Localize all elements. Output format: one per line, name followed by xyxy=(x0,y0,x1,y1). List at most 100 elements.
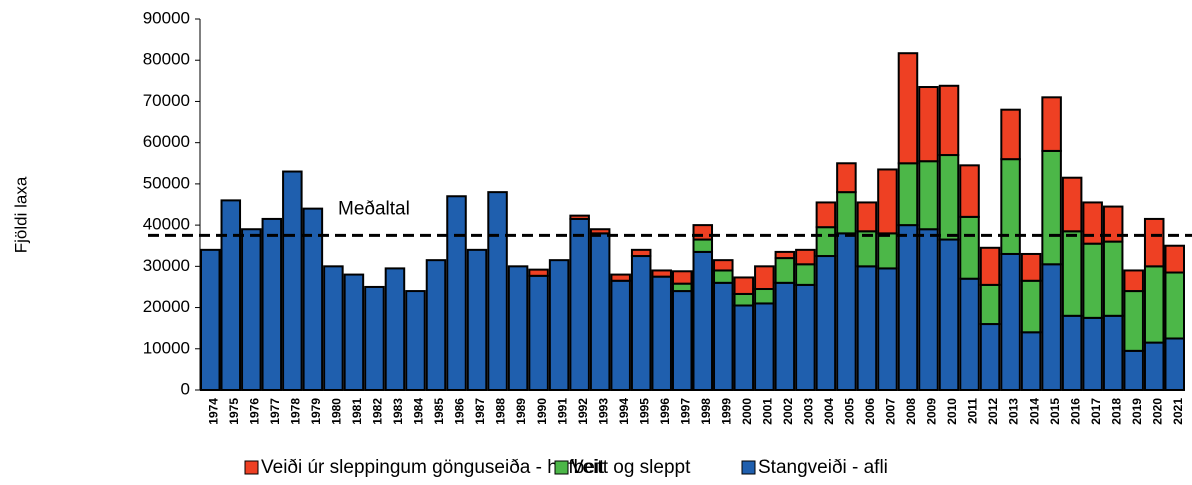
bar-segment xyxy=(918,228,939,391)
bar-segment xyxy=(1020,279,1042,334)
x-tick-label: 2006 xyxy=(863,398,877,425)
x-tick-label: 1996 xyxy=(658,398,672,425)
bar-segment xyxy=(959,215,980,280)
x-tick-label: 1991 xyxy=(555,398,569,425)
y-tick-label: 0 xyxy=(181,379,190,398)
y-tick-label: 20000 xyxy=(143,297,190,316)
x-tick-label: 1980 xyxy=(330,398,344,425)
bar-segment xyxy=(856,265,878,392)
bar-segment xyxy=(713,259,734,272)
y-tick-label: 10000 xyxy=(143,338,190,357)
bar-segment xyxy=(343,273,365,392)
x-tick-label: 1977 xyxy=(268,398,282,425)
x-tick-label: 2020 xyxy=(1150,398,1164,425)
legend-swatch xyxy=(741,460,756,475)
bar-segment xyxy=(959,164,980,218)
bar-segment xyxy=(1164,271,1185,340)
x-tick-label: 1987 xyxy=(473,398,487,425)
x-tick-label: 2014 xyxy=(1027,398,1041,425)
bar-segment xyxy=(1061,314,1083,391)
bar-segment xyxy=(1143,265,1165,344)
x-tick-label: 1989 xyxy=(514,398,528,425)
bar-segment xyxy=(979,283,1001,326)
bar-segment xyxy=(364,285,385,392)
bar-segment xyxy=(1041,96,1062,152)
bar-segment xyxy=(1082,316,1103,391)
x-tick-label: 2012 xyxy=(986,398,1000,425)
bar-segment xyxy=(815,226,837,258)
bar-segment xyxy=(897,52,919,165)
bar-segment xyxy=(856,201,878,233)
bar-segment xyxy=(938,84,960,157)
x-tick-label: 2017 xyxy=(1089,398,1103,425)
x-tick-label: 2000 xyxy=(740,398,754,425)
x-tick-label: 2004 xyxy=(822,398,836,425)
bar-segment xyxy=(979,246,1001,286)
bar-segment xyxy=(507,265,529,392)
x-tick-label: 2007 xyxy=(884,398,898,425)
bar-segment xyxy=(1000,108,1021,161)
y-tick-label: 50000 xyxy=(143,173,190,192)
x-tick-label: 2005 xyxy=(843,398,857,425)
bar-segment xyxy=(713,269,734,284)
x-tick-label: 2003 xyxy=(802,398,816,425)
bar-segment xyxy=(877,232,898,270)
x-tick-label: 2013 xyxy=(1007,398,1021,425)
bar-segment xyxy=(897,162,919,227)
bar-segment xyxy=(1041,263,1062,391)
x-tick-label: 1997 xyxy=(678,398,692,425)
bar-segment xyxy=(733,304,755,391)
x-tick-label: 1984 xyxy=(412,398,426,425)
bar-segment xyxy=(979,323,1001,391)
bar-segment xyxy=(815,255,837,391)
bar-segment xyxy=(528,274,549,392)
bar-segment xyxy=(630,248,652,258)
bar-segment xyxy=(733,292,755,307)
bar-segment xyxy=(877,168,898,235)
bar-segment xyxy=(569,217,590,391)
x-tick-label: 1998 xyxy=(699,398,713,425)
bar-segment xyxy=(671,270,693,285)
bar-segment xyxy=(405,290,426,392)
legend-label: Veiði úr sleppingum gönguseiða - hafbeit xyxy=(261,457,605,478)
bar-segment xyxy=(1102,205,1124,243)
bar-segment xyxy=(1164,244,1185,274)
bar-segment xyxy=(466,248,488,391)
y-tick-label: 30000 xyxy=(143,256,190,275)
y-tick-label: 80000 xyxy=(143,50,190,69)
x-tick-label: 1982 xyxy=(371,398,385,425)
x-tick-label: 2001 xyxy=(760,398,774,425)
bar-segment xyxy=(220,199,242,391)
y-tick-label: 90000 xyxy=(143,8,190,27)
x-tick-label: 1990 xyxy=(535,398,549,425)
x-tick-label: 2019 xyxy=(1130,398,1144,425)
bar-segment xyxy=(1082,242,1103,319)
legend-swatch xyxy=(244,460,259,475)
bar-segment xyxy=(877,267,898,391)
bar-segment xyxy=(836,232,857,391)
bar-segment xyxy=(630,255,652,391)
bar-segment xyxy=(425,259,447,391)
bar-segment xyxy=(692,250,714,391)
x-tick-label: 2010 xyxy=(945,398,959,425)
bar-segment xyxy=(754,265,775,291)
bar-segment xyxy=(487,191,508,391)
bar-segment xyxy=(323,265,344,392)
x-tick-label: 1986 xyxy=(453,398,467,425)
x-tick-label: 1985 xyxy=(432,398,446,425)
x-tick-label: 1983 xyxy=(391,398,405,425)
x-tick-label: 1981 xyxy=(350,398,364,425)
bar-segment xyxy=(671,290,693,392)
x-tick-label: 1974 xyxy=(206,398,220,425)
bar-segment xyxy=(1061,230,1083,317)
y-tick-label: 70000 xyxy=(143,91,190,110)
bar-segment xyxy=(548,259,570,391)
bar-segment xyxy=(795,248,816,266)
bar-segment xyxy=(671,282,693,293)
legend-label: Veitt og sleppt xyxy=(571,457,691,478)
x-tick-label: 1976 xyxy=(247,398,261,425)
bar-segment xyxy=(1164,337,1185,392)
bar-segment xyxy=(1143,217,1165,268)
bar-segment xyxy=(795,283,816,391)
